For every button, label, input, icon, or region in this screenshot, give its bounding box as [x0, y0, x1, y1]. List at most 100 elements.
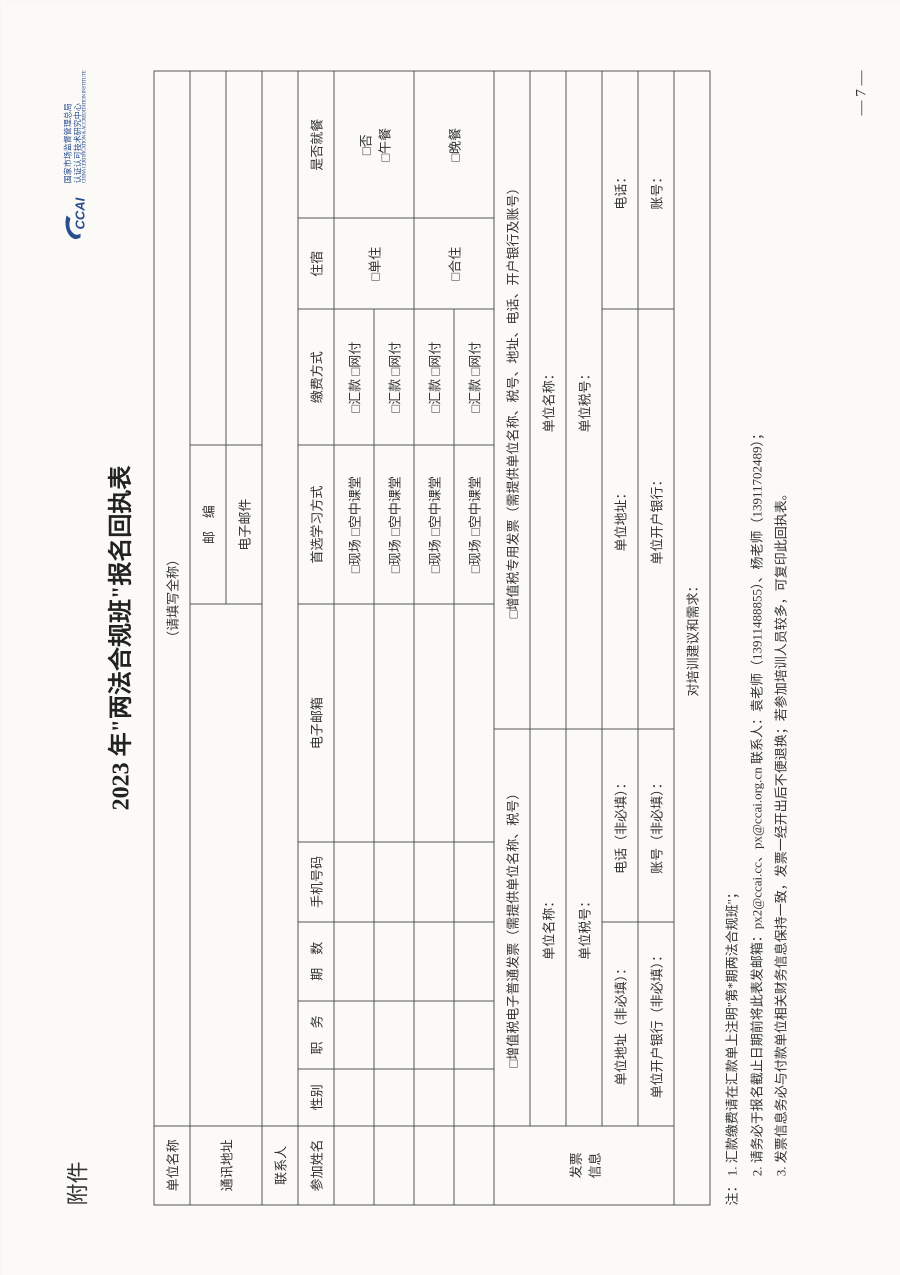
page-container: 附件 CCAI 国家市场监督管理总局 认证认可技术研究中心 CHINA CERT…: [0, 0, 900, 1275]
field-mobile[interactable]: [454, 842, 494, 921]
table-header-row: 参加姓名 性别 职 务 期 数 手机号码 电子邮箱 首选学习方式 缴费方式 住宿…: [298, 71, 334, 1205]
logo-text-sub: CHINA CERTIFICATION & ACCREDITATION INST…: [82, 70, 87, 183]
invoice-type-row: 发票信息 □增值税电子普通发票（需提供单位名称、税号） □增值税专用发票（需提供…: [494, 71, 530, 1205]
study-mode-options[interactable]: □现场 □空中课堂: [454, 445, 494, 604]
pay-mode-options[interactable]: □汇款 □网付: [414, 309, 454, 445]
lodging-shared[interactable]: □合住: [414, 218, 494, 309]
invoice-special-option[interactable]: □增值税专用发票（需提供单位名称、税号、地址、电话、开户银行及账号）: [494, 71, 530, 729]
table-row: 联系人: [262, 71, 298, 1205]
logo-text-line1: 国家市场监督管理总局: [63, 70, 73, 183]
field-position[interactable]: [454, 1000, 494, 1068]
invoice-bank-row: 单位开户银行（非必填）： 账号（非必填）： 单位开户银行： 账号：: [638, 71, 674, 1205]
participant-row: □现场 □空中课堂 □汇款 □网付 □合住 □晚餐: [414, 71, 454, 1205]
field-email[interactable]: [454, 604, 494, 842]
page-title: 2023 年"两法合规班"报名回执表: [100, 70, 135, 1205]
invoice-acct-left[interactable]: 账号（非必填）：: [638, 728, 674, 921]
field-session[interactable]: [334, 921, 374, 1000]
label-postcode: 邮 编: [190, 445, 226, 604]
invoice-bank-left[interactable]: 单位开户银行（非必填）：: [638, 921, 674, 1125]
col-meals: 是否就餐: [298, 71, 334, 218]
field-email[interactable]: [374, 604, 414, 842]
field-name[interactable]: [414, 1125, 454, 1204]
attachment-label: 附件: [60, 1161, 92, 1205]
header-row: 附件 CCAI 国家市场监督管理总局 认证认可技术研究中心 CHINA CERT…: [60, 70, 92, 1205]
field-name[interactable]: [454, 1125, 494, 1204]
label-contact-email: 电子邮件: [226, 445, 262, 604]
col-session: 期 数: [298, 921, 334, 1000]
table-row: 通讯地址 邮 编: [190, 71, 226, 1205]
study-mode-options[interactable]: □现场 □空中课堂: [374, 445, 414, 604]
field-gender[interactable]: [374, 1068, 414, 1125]
field-unit-name-hint[interactable]: （请填写全称）: [154, 71, 190, 1126]
logo-block: CCAI 国家市场监督管理总局 认证认可技术研究中心 CHINA CERTIFI…: [60, 70, 90, 243]
invoice-phone-left[interactable]: 电话（非必填）：: [602, 728, 638, 921]
table-row: 单位名称 （请填写全称）: [154, 71, 190, 1205]
notes-section: 注： 1. 汇款缴费请在汇款单上注明"第*期两法合规班"； 注： 2. 请务必于…: [720, 70, 794, 1205]
invoice-tax-row: 单位税号： 单位税号：: [566, 71, 602, 1205]
field-email[interactable]: [334, 604, 374, 842]
col-email: 电子邮箱: [298, 604, 334, 842]
logo-text: 国家市场监督管理总局 认证认可技术研究中心 CHINA CERTIFICATIO…: [63, 70, 87, 183]
invoice-unit-right[interactable]: 单位名称：: [530, 71, 566, 729]
pay-mode-options[interactable]: □汇款 □网付: [374, 309, 414, 445]
invoice-addr-right[interactable]: 单位地址：: [602, 309, 638, 729]
field-position[interactable]: [334, 1000, 374, 1068]
invoice-unit-left[interactable]: 单位名称：: [530, 728, 566, 1125]
field-mobile[interactable]: [334, 842, 374, 921]
label-address: 通讯地址: [190, 1125, 262, 1204]
col-study-mode: 首选学习方式: [298, 445, 334, 604]
invoice-bank-right[interactable]: 单位开户银行：: [638, 309, 674, 729]
lodging-single[interactable]: □单住: [334, 218, 414, 309]
field-postcode[interactable]: [190, 71, 226, 445]
meals-dinner[interactable]: □晚餐: [414, 71, 494, 218]
col-participant: 参加姓名: [298, 1125, 334, 1204]
invoice-normal-option[interactable]: □增值税电子普通发票（需提供单位名称、税号）: [494, 728, 530, 1125]
invoice-addr-left[interactable]: 单位地址（非必填）：: [602, 921, 638, 1125]
meals-no-lunch[interactable]: □否□午餐: [334, 71, 414, 218]
invoice-phone-right[interactable]: 电话：: [602, 71, 638, 309]
note-1: 1. 汇款缴费请在汇款单上注明"第*期两法合规班"；: [724, 886, 739, 1176]
field-name[interactable]: [374, 1125, 414, 1204]
field-position[interactable]: [414, 1000, 454, 1068]
field-name[interactable]: [334, 1125, 374, 1204]
col-gender: 性别: [298, 1068, 334, 1125]
pay-mode-options[interactable]: □汇款 □网付: [454, 309, 494, 445]
page-number: — 7 —: [853, 70, 870, 115]
registration-table: 单位名称 （请填写全称） 通讯地址 邮 编 电子邮件 联系人 参加姓名 性别 职…: [153, 70, 710, 1205]
field-mobile[interactable]: [374, 842, 414, 921]
pay-mode-options[interactable]: □汇款 □网付: [334, 309, 374, 445]
field-mobile[interactable]: [414, 842, 454, 921]
field-contact[interactable]: [262, 71, 298, 1126]
invoice-addr-row: 单位地址（非必填）： 电话（非必填）： 单位地址： 电话：: [602, 71, 638, 1205]
field-session[interactable]: [454, 921, 494, 1000]
note-2: 2. 请务必于报名截止日期前将此表发邮箱：px2@ccai.cc、px@ccai…: [749, 427, 764, 1176]
label-contact: 联系人: [262, 1125, 298, 1204]
invoice-tax-left[interactable]: 单位税号：: [566, 728, 602, 1125]
study-mode-options[interactable]: □现场 □空中课堂: [414, 445, 454, 604]
invoice-tax-right[interactable]: 单位税号：: [566, 71, 602, 729]
svg-text:CCAI: CCAI: [72, 197, 87, 229]
field-contact-email[interactable]: [226, 71, 262, 445]
field-session[interactable]: [374, 921, 414, 1000]
field-position[interactable]: [374, 1000, 414, 1068]
logo-text-line2: 认证认可技术研究中心: [73, 70, 83, 183]
label-unit-name: 单位名称: [154, 1125, 190, 1204]
invoice-unit-row: 单位名称： 单位名称：: [530, 71, 566, 1205]
field-gender[interactable]: [414, 1068, 454, 1125]
field-session[interactable]: [414, 921, 454, 1000]
notes-prefix: 注：: [724, 1179, 739, 1205]
ccai-logo-icon: CCAI: [60, 189, 90, 243]
note-3: 3. 发票信息务必与付款单位相关财务信息保持一致，发票一经开出后不便退换；若参加…: [773, 487, 788, 1176]
invoice-acct-right[interactable]: 账号：: [638, 71, 674, 309]
label-invoice-section: 发票信息: [494, 1125, 674, 1204]
field-gender[interactable]: [334, 1068, 374, 1125]
col-pay-mode: 缴费方式: [298, 309, 334, 445]
field-gender[interactable]: [454, 1068, 494, 1125]
field-address[interactable]: [190, 604, 262, 1126]
field-email[interactable]: [414, 604, 454, 842]
participant-row: □现场 □空中课堂 □汇款 □网付 □单住 □否□午餐: [334, 71, 374, 1205]
col-position: 职 务: [298, 1000, 334, 1068]
suggestions-row: 对培训建议和需求：: [674, 71, 710, 1205]
suggestions-field[interactable]: 对培训建议和需求：: [674, 71, 710, 1205]
study-mode-options[interactable]: □现场 □空中课堂: [334, 445, 374, 604]
